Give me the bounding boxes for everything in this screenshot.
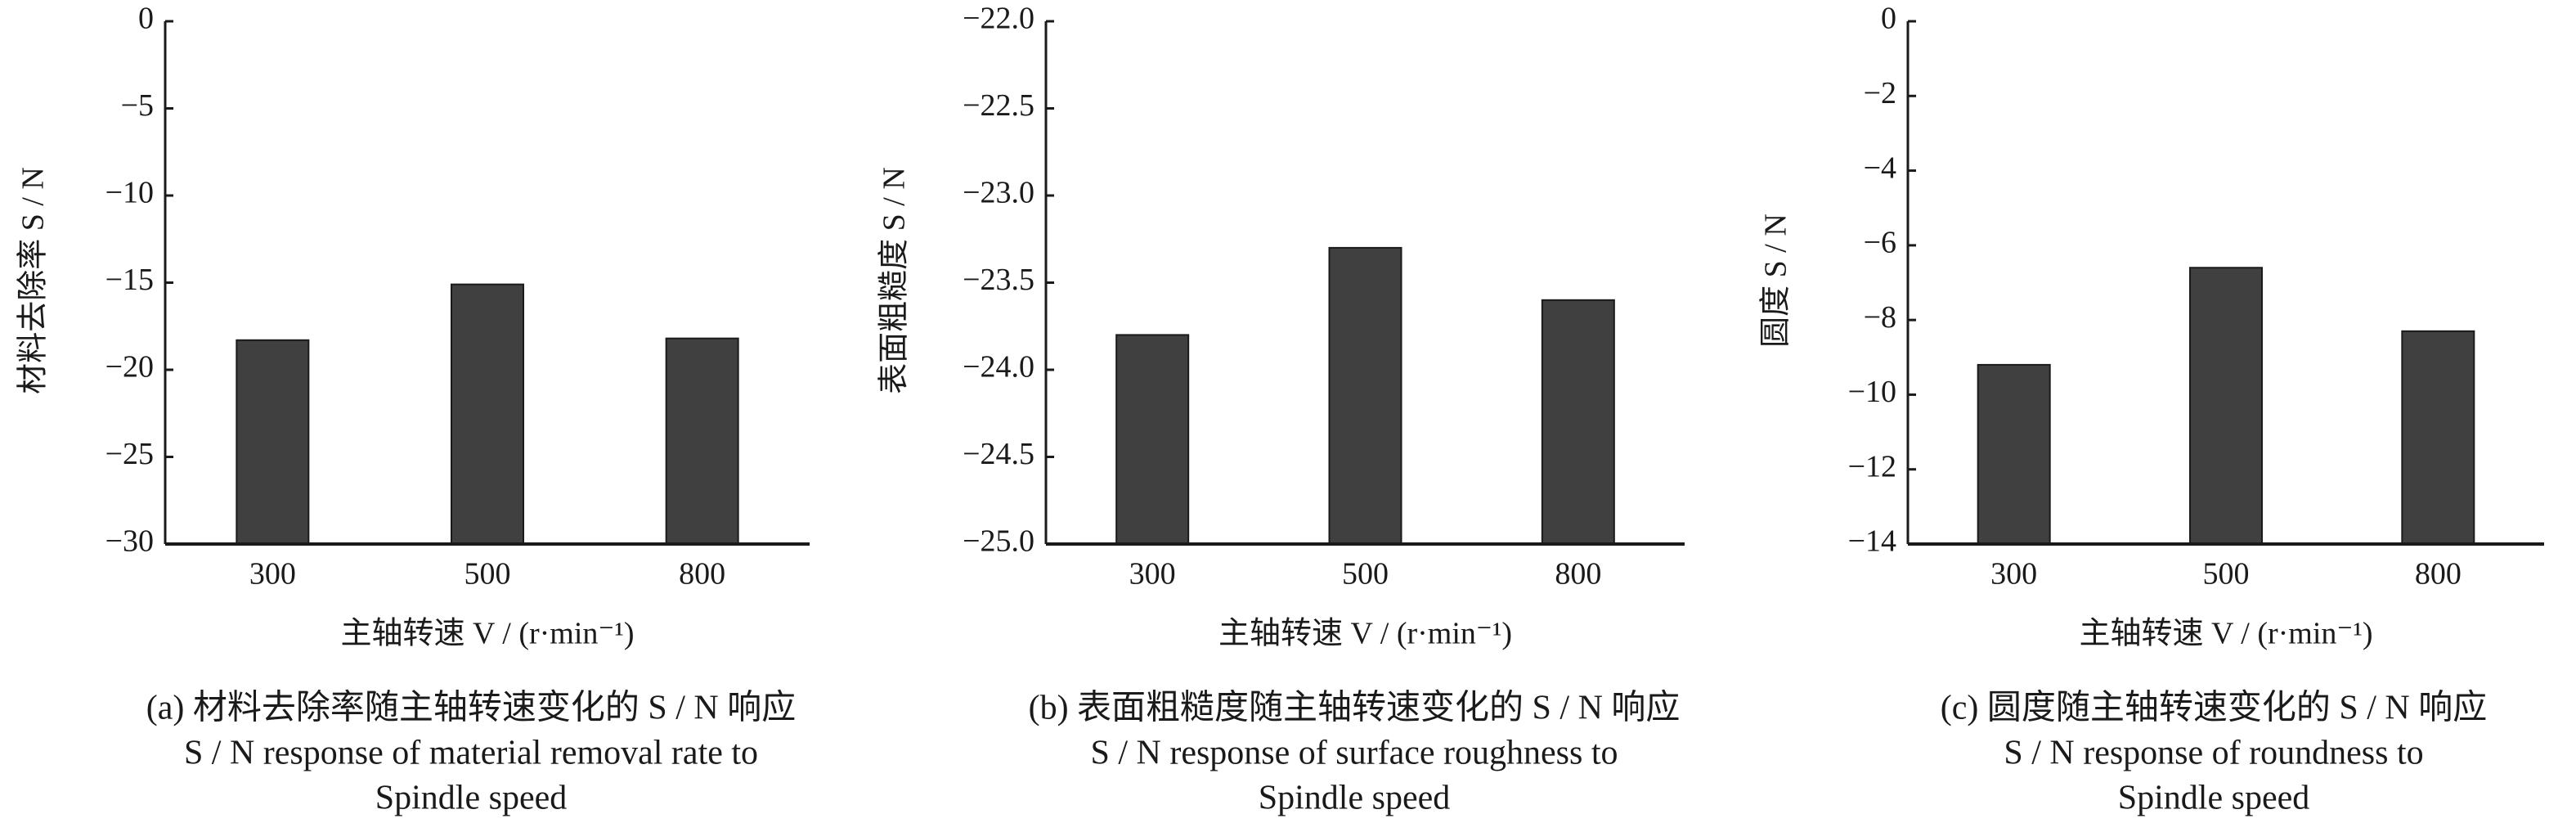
caption: (a) 材料去除率随主轴转速变化的 S / N 响应 [146, 689, 796, 727]
y-axis-label: 材料去除率 S / N [16, 167, 51, 394]
y-axis-label: 表面粗糙度 S / N [877, 167, 912, 394]
bar [1541, 299, 1615, 545]
x-axis-label: 主轴转速 V / (r·min⁻¹) [2080, 617, 2373, 651]
bar [1977, 363, 2051, 545]
caption: S / N response of material removal rate … [184, 735, 758, 772]
x-tick-label: 800 [2415, 557, 2462, 591]
y-tick-label: −2 [1864, 76, 1896, 110]
x-tick-label: 500 [464, 557, 511, 591]
caption: Spindle speed [375, 780, 567, 817]
x-tick-label: 800 [679, 557, 725, 591]
caption: (b) 表面粗糙度随主轴转速变化的 S / N 响应 [1029, 689, 1681, 727]
y-tick-label: −25.0 [963, 524, 1034, 559]
x-axis-label: 主轴转速 V / (r·min⁻¹) [341, 617, 635, 651]
x-tick-label: 300 [1990, 557, 2037, 591]
y-tick-label: −15 [105, 263, 154, 297]
y-tick-label: 0 [138, 2, 154, 36]
y-tick-label: −8 [1864, 300, 1896, 335]
y-axis-label: 圆度 S / N [1759, 214, 1793, 348]
caption: Spindle speed [2118, 780, 2309, 817]
y-tick-label: −14 [1848, 524, 1896, 559]
caption: S / N response of surface roughness to [1090, 735, 1618, 772]
y-tick-label: −6 [1864, 226, 1896, 260]
x-axis-label: 主轴转速 V / (r·min⁻¹) [1218, 617, 1512, 651]
x-tick-label: 800 [1555, 557, 1601, 591]
y-tick-label: −23.5 [963, 263, 1034, 297]
caption: Spindle speed [1259, 780, 1450, 817]
bar [665, 337, 739, 545]
y-tick-label: −10 [1848, 375, 1896, 409]
x-tick-label: 500 [1342, 557, 1389, 591]
bar [2401, 330, 2475, 545]
x-tick-label: 300 [1129, 557, 1176, 591]
y-tick-label: −10 [105, 176, 154, 210]
y-tick-label: −5 [121, 88, 154, 123]
y-tick-label: −22.0 [963, 2, 1034, 36]
y-tick-label: −22.5 [963, 88, 1034, 123]
y-tick-label: −25 [105, 437, 154, 471]
y-tick-label: −30 [105, 524, 154, 559]
bar [2189, 267, 2263, 545]
y-tick-label: −4 [1864, 151, 1896, 185]
y-tick-label: −23.0 [963, 176, 1034, 210]
y-tick-label: 0 [1881, 2, 1896, 36]
bar [236, 339, 310, 546]
bar [451, 283, 524, 545]
bar [1115, 334, 1190, 545]
y-tick-label: −24.5 [963, 437, 1034, 471]
bar [1328, 246, 1402, 545]
x-tick-label: 500 [2203, 557, 2250, 591]
y-tick-label: −24.0 [963, 350, 1034, 385]
x-tick-label: 300 [249, 557, 296, 591]
caption: (c) 圆度随主轴转速变化的 S / N 响应 [1941, 689, 2487, 727]
y-tick-label: −20 [105, 350, 154, 385]
y-tick-label: −12 [1848, 449, 1896, 483]
caption: S / N response of roundness to [2004, 735, 2423, 772]
